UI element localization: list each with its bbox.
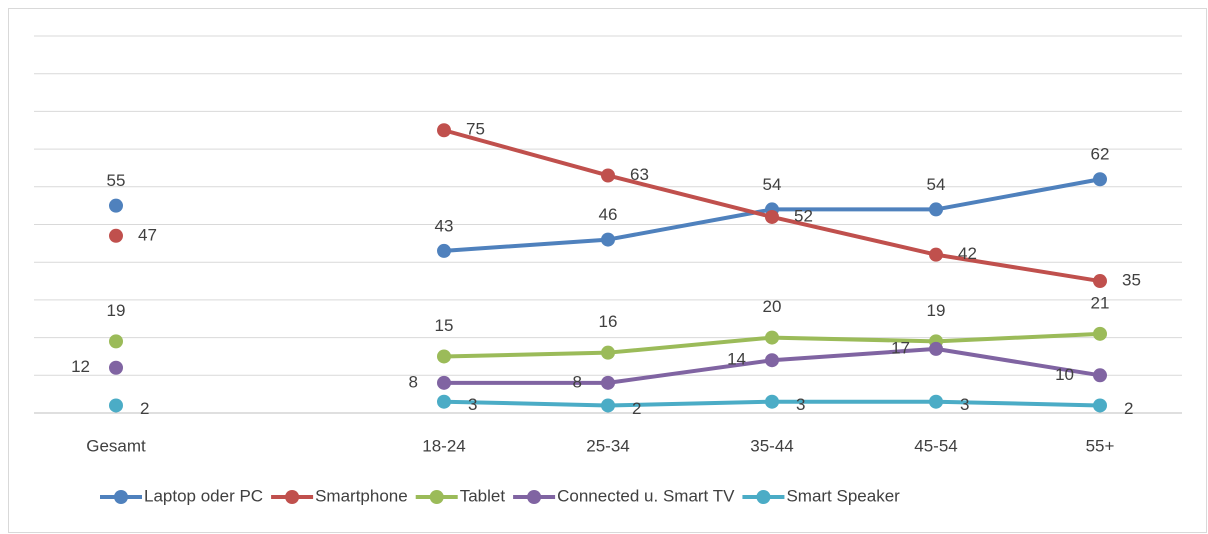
data-label: 75 <box>466 120 485 139</box>
x-tick-label: 18-24 <box>422 436 465 455</box>
data-label: 2 <box>140 399 149 418</box>
x-tick-label: Gesamt <box>86 436 146 455</box>
x-tick-label: 45-54 <box>914 436 957 455</box>
data-label: 19 <box>927 301 946 320</box>
data-point <box>929 341 943 356</box>
legend-label: Laptop oder PC <box>144 486 263 505</box>
data-point <box>437 394 451 409</box>
data-label: 54 <box>763 175 782 194</box>
data-point <box>109 398 123 413</box>
data-point <box>109 198 123 213</box>
data-point <box>1093 398 1107 413</box>
data-label: 19 <box>107 301 126 320</box>
data-label: 35 <box>1122 271 1141 290</box>
data-point <box>929 202 943 217</box>
data-point <box>765 394 779 409</box>
data-point <box>1093 274 1107 289</box>
data-label: 8 <box>573 372 582 391</box>
data-label: 42 <box>958 244 977 263</box>
data-label: 16 <box>599 312 618 331</box>
data-point <box>765 209 779 224</box>
data-label: 2 <box>632 399 641 418</box>
legend-marker <box>756 490 771 504</box>
data-label: 8 <box>409 372 418 391</box>
data-point <box>601 232 615 247</box>
data-point <box>109 360 123 375</box>
legend-marker <box>527 490 542 504</box>
x-tick-label: 35-44 <box>750 436 793 455</box>
data-point <box>437 123 451 138</box>
data-label: 52 <box>794 206 813 225</box>
data-label: 10 <box>1055 365 1074 384</box>
chart-border <box>8 8 1207 533</box>
data-label: 3 <box>960 395 969 414</box>
data-point <box>765 353 779 368</box>
legend-marker <box>114 490 128 504</box>
data-point <box>601 345 615 360</box>
data-point <box>437 349 451 364</box>
data-label: 46 <box>599 205 618 224</box>
data-label: 3 <box>796 395 805 414</box>
legend-label: Smart Speaker <box>786 486 900 505</box>
x-tick-label: 25-34 <box>586 436 629 455</box>
data-label: 47 <box>138 225 157 244</box>
legend-label: Connected u. Smart TV <box>557 486 735 505</box>
data-point <box>1093 368 1107 383</box>
data-label: 55 <box>107 171 126 190</box>
data-label: 3 <box>468 395 477 414</box>
data-point <box>1093 326 1107 341</box>
data-point <box>601 398 615 413</box>
data-point <box>601 168 615 183</box>
data-point <box>929 247 943 262</box>
data-label: 15 <box>435 316 454 335</box>
data-label: 17 <box>891 338 910 357</box>
data-point <box>437 375 451 390</box>
x-tick-label: 55+ <box>1086 436 1115 455</box>
legend-label: Smartphone <box>315 486 408 505</box>
data-label: 12 <box>71 357 90 376</box>
data-label: 21 <box>1091 293 1110 312</box>
data-point <box>1093 172 1107 187</box>
legend-marker <box>285 490 300 504</box>
data-point <box>765 330 779 345</box>
data-label: 43 <box>435 216 454 235</box>
data-label: 14 <box>727 350 746 369</box>
data-point <box>109 334 123 349</box>
data-point <box>109 228 123 243</box>
legend-marker <box>429 490 444 504</box>
data-point <box>437 243 451 258</box>
data-label: 54 <box>927 175 946 194</box>
data-label: 62 <box>1091 145 1110 164</box>
data-point <box>929 394 943 409</box>
data-label: 20 <box>763 297 782 316</box>
data-point <box>601 375 615 390</box>
data-label: 2 <box>1124 399 1133 418</box>
data-label: 63 <box>630 165 649 184</box>
legend-label: Tablet <box>460 486 506 505</box>
